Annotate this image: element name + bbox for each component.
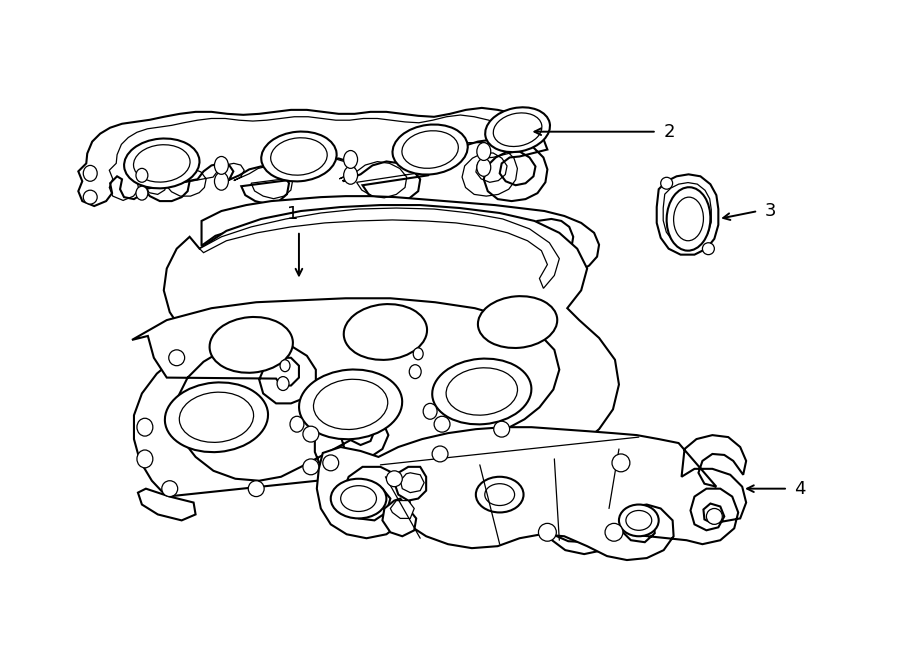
Ellipse shape	[303, 426, 319, 442]
Ellipse shape	[290, 416, 304, 432]
Polygon shape	[536, 439, 634, 554]
Ellipse shape	[248, 481, 265, 496]
Ellipse shape	[165, 383, 268, 452]
Ellipse shape	[261, 132, 337, 181]
Ellipse shape	[485, 107, 550, 152]
Ellipse shape	[538, 524, 556, 541]
Polygon shape	[200, 208, 559, 288]
Ellipse shape	[702, 243, 715, 254]
Polygon shape	[527, 457, 625, 542]
Ellipse shape	[280, 360, 290, 371]
Polygon shape	[394, 467, 426, 500]
Ellipse shape	[478, 296, 557, 348]
Ellipse shape	[432, 446, 448, 462]
Polygon shape	[132, 298, 559, 500]
Ellipse shape	[136, 186, 148, 200]
Ellipse shape	[432, 359, 531, 424]
Ellipse shape	[434, 416, 450, 432]
Ellipse shape	[476, 477, 524, 512]
Ellipse shape	[323, 455, 338, 471]
Ellipse shape	[344, 167, 357, 184]
Ellipse shape	[392, 124, 468, 175]
Polygon shape	[400, 473, 424, 492]
Ellipse shape	[214, 173, 229, 190]
Ellipse shape	[706, 508, 723, 524]
Polygon shape	[134, 205, 619, 533]
Ellipse shape	[137, 418, 153, 436]
Ellipse shape	[84, 165, 97, 181]
Ellipse shape	[344, 304, 428, 360]
Ellipse shape	[612, 454, 630, 472]
Polygon shape	[78, 108, 547, 206]
Ellipse shape	[494, 421, 509, 437]
Ellipse shape	[477, 143, 490, 161]
Text: 2: 2	[663, 123, 675, 141]
Ellipse shape	[124, 139, 200, 188]
Ellipse shape	[330, 479, 386, 518]
Ellipse shape	[303, 459, 319, 475]
Ellipse shape	[344, 151, 357, 169]
Ellipse shape	[299, 369, 402, 440]
Ellipse shape	[386, 471, 402, 486]
Ellipse shape	[137, 450, 153, 468]
Ellipse shape	[661, 177, 672, 189]
Ellipse shape	[477, 159, 490, 176]
Text: 4: 4	[794, 480, 806, 498]
Ellipse shape	[410, 365, 421, 379]
Polygon shape	[202, 196, 599, 278]
Ellipse shape	[277, 377, 289, 391]
Ellipse shape	[210, 317, 292, 373]
Ellipse shape	[667, 187, 710, 251]
Text: 3: 3	[765, 202, 777, 220]
Polygon shape	[317, 427, 746, 560]
Ellipse shape	[619, 504, 659, 536]
Ellipse shape	[214, 157, 229, 175]
Ellipse shape	[413, 348, 423, 360]
Polygon shape	[657, 175, 718, 254]
Polygon shape	[382, 498, 416, 536]
Ellipse shape	[136, 169, 148, 182]
Polygon shape	[391, 500, 414, 518]
Ellipse shape	[84, 190, 97, 204]
Ellipse shape	[423, 403, 437, 419]
Text: 1: 1	[287, 205, 299, 223]
Polygon shape	[138, 488, 195, 520]
Ellipse shape	[168, 350, 184, 366]
Ellipse shape	[162, 481, 177, 496]
Ellipse shape	[605, 524, 623, 541]
